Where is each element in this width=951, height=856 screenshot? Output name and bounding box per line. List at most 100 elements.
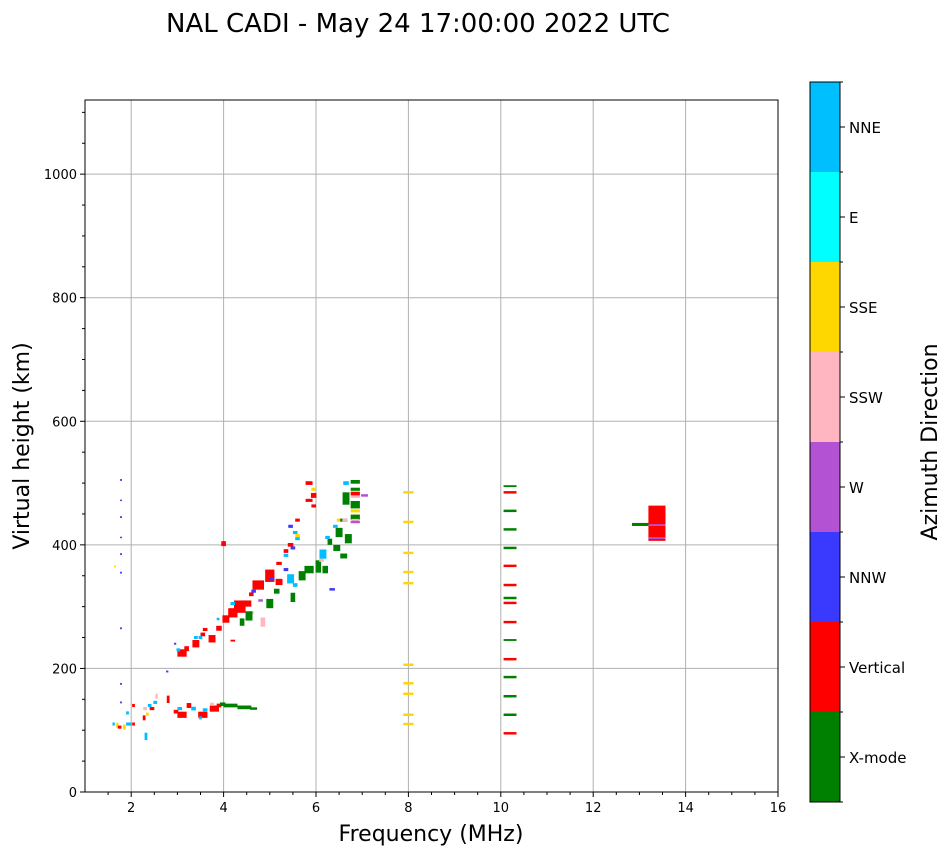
data-point-nnw: [166, 670, 169, 673]
data-point-vertical: [283, 549, 289, 553]
data-point-vertical: [287, 543, 294, 547]
data-point-x-mode: [503, 675, 517, 679]
y-axis-label: Virtual height (km): [10, 342, 35, 549]
data-point-x-mode: [632, 522, 649, 527]
data-point-x-mode: [245, 611, 253, 621]
x-tick-label: 10: [493, 801, 510, 816]
data-point-nnw: [120, 536, 122, 539]
data-point-vertical: [228, 608, 238, 618]
y-tick-label: 0: [69, 786, 77, 801]
data-point-nnw: [120, 571, 122, 574]
data-point-nne: [343, 481, 349, 485]
data-point-nne: [199, 716, 202, 720]
data-point-x-mode: [223, 703, 238, 708]
y-tick-label: 200: [52, 662, 77, 677]
data-point-vertical: [177, 711, 187, 718]
data-point-x-mode: [350, 479, 360, 484]
y-tick-label: 1000: [44, 168, 77, 183]
data-point-vertical: [252, 580, 265, 590]
data-point-nne: [177, 707, 183, 711]
data-point-nnw: [283, 568, 289, 572]
data-point-sse: [122, 724, 126, 730]
data-point-x-mode: [273, 588, 280, 594]
data-point-sse: [403, 663, 414, 666]
data-point-x-mode: [250, 707, 258, 710]
data-point-vertical: [142, 715, 146, 721]
data-point-nne: [292, 583, 298, 587]
colorbar-tick-label: NNE: [849, 119, 881, 137]
data-point-sse: [336, 518, 342, 522]
data-point-nnw: [120, 516, 122, 518]
data-point-nnw: [120, 553, 122, 556]
colorbar-segment: [810, 352, 840, 442]
data-point-vertical: [503, 583, 517, 587]
colorbar-tick-label: W: [849, 479, 864, 497]
data-point-nne: [319, 549, 327, 559]
data-point-sse: [403, 570, 414, 574]
data-point-sse: [295, 534, 300, 538]
data-point-vertical: [648, 505, 666, 541]
x-tick-label: 12: [585, 801, 602, 816]
data-point-vertical: [132, 703, 135, 708]
data-point-x-mode: [298, 571, 306, 581]
data-point-vertical: [275, 578, 283, 586]
data-point-x-mode: [350, 514, 360, 520]
data-point-vertical: [230, 639, 236, 642]
data-point-nnw: [269, 577, 275, 581]
colorbar-tick-label: SSW: [849, 389, 883, 407]
colorbar-segment: [810, 442, 840, 532]
data-point-sse: [403, 713, 414, 717]
data-point-nnw: [251, 589, 256, 593]
data-point-nnw: [288, 524, 293, 528]
data-point-nne: [144, 732, 148, 741]
data-point-x-mode: [315, 560, 322, 573]
data-point-vertical: [503, 564, 517, 568]
data-point-x-mode: [333, 544, 341, 552]
data-point-nnw: [120, 627, 122, 630]
colorbar-segment: [810, 82, 840, 172]
data-point-vertical: [186, 703, 192, 708]
data-point-sse: [145, 712, 149, 716]
data-point-x-mode: [503, 694, 517, 698]
data-point-ssw: [155, 693, 158, 699]
data-point-x-mode: [239, 618, 245, 626]
x-tick-label: 6: [312, 801, 320, 816]
data-point-vertical: [216, 703, 222, 708]
data-point-x-mode: [350, 487, 360, 491]
colorbar-label: Azimuth Direction: [918, 343, 943, 540]
y-tick-label: 400: [52, 539, 77, 554]
colorbar-segment: [810, 622, 840, 712]
data-point-x-mode: [304, 565, 314, 574]
data-point-vertical: [242, 600, 252, 607]
data-point-sse: [403, 682, 414, 685]
data-point-x-mode: [503, 509, 517, 513]
data-point-ssw: [319, 558, 324, 562]
data-point-vertical: [221, 541, 226, 547]
data-point-vertical: [117, 725, 122, 729]
colorbar: X-mode Vertical NNW W SSW SSE E NNE: [809, 81, 906, 803]
data-point-sse: [403, 692, 414, 695]
data-point-vertical: [233, 600, 246, 613]
data-point-x-mode: [350, 500, 360, 509]
data-point-nne: [191, 706, 196, 711]
data-point-x-mode: [344, 534, 352, 544]
data-point-x-mode: [503, 546, 517, 550]
data-point-x-mode: [322, 565, 329, 574]
data-point-w: [648, 524, 666, 527]
data-point-nne: [287, 574, 295, 584]
data-point-x-mode: [219, 702, 226, 707]
data-point-nne: [126, 711, 129, 715]
data-point-vertical: [503, 657, 517, 661]
data-point-ssw: [143, 707, 147, 711]
data-point-nnw: [120, 479, 122, 481]
data-point-sse: [311, 487, 316, 491]
data-point-nne: [112, 722, 115, 726]
data-point-x-mode: [340, 553, 348, 559]
colorbar-tick-label: SSE: [849, 299, 878, 317]
data-point-sse: [116, 722, 119, 728]
data-point-x-mode: [266, 598, 274, 609]
x-tick-label: 8: [404, 801, 412, 816]
data-point-nne: [126, 722, 132, 726]
colorbar-frame: [809, 81, 841, 803]
colorbar-segment: [810, 712, 840, 802]
